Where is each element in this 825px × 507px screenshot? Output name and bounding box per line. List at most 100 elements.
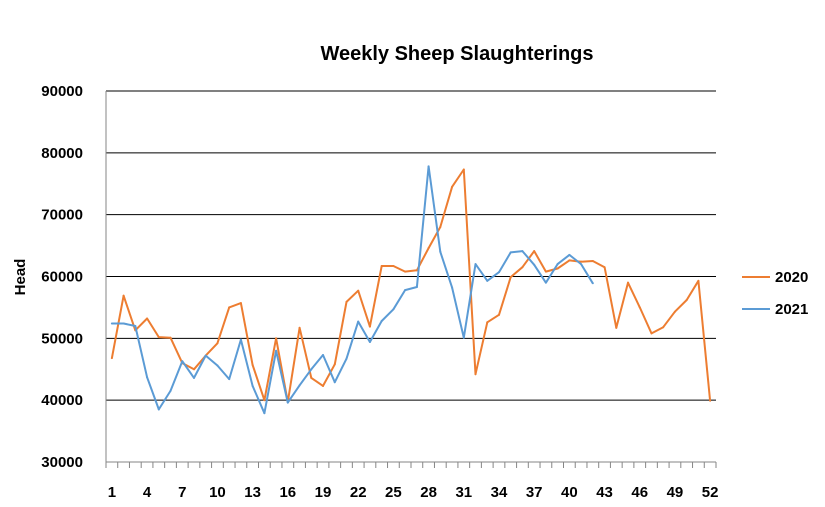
data-point-2020 bbox=[216, 342, 219, 345]
x-tick-label: 52 bbox=[702, 484, 719, 501]
data-point-2021 bbox=[380, 320, 383, 323]
x-tick-label: 31 bbox=[455, 484, 472, 501]
data-point-2020 bbox=[556, 267, 559, 270]
data-point-2020 bbox=[615, 326, 618, 329]
data-point-2020 bbox=[509, 276, 512, 279]
data-point-2021 bbox=[298, 384, 301, 387]
data-point-2020 bbox=[310, 376, 313, 379]
data-point-2020 bbox=[427, 247, 430, 250]
data-point-2020 bbox=[673, 310, 676, 313]
data-point-2020 bbox=[263, 399, 266, 402]
data-point-2021 bbox=[451, 286, 454, 289]
data-point-2021 bbox=[556, 263, 559, 266]
data-point-2020 bbox=[157, 336, 160, 339]
data-point-2020 bbox=[275, 337, 278, 340]
data-point-2021 bbox=[216, 364, 219, 367]
data-point-2020 bbox=[392, 264, 395, 267]
data-point-2021 bbox=[181, 360, 184, 363]
data-point-2021 bbox=[228, 378, 231, 381]
data-point-2020 bbox=[474, 373, 477, 376]
legend-label-2021: 2021 bbox=[775, 301, 808, 318]
data-point-2020 bbox=[497, 313, 500, 316]
data-point-2021 bbox=[310, 368, 313, 371]
x-tick-label: 4 bbox=[143, 484, 152, 501]
y-tick-label: 60000 bbox=[41, 269, 83, 286]
x-tick-label: 28 bbox=[420, 484, 437, 501]
data-point-2021 bbox=[251, 384, 254, 387]
data-point-2021 bbox=[286, 401, 289, 404]
data-point-2020 bbox=[697, 279, 700, 282]
x-tick-label: 19 bbox=[315, 484, 332, 501]
data-point-2020 bbox=[228, 306, 231, 309]
x-tick-label: 10 bbox=[209, 484, 226, 501]
data-point-2021 bbox=[427, 165, 430, 168]
x-tick-label: 43 bbox=[596, 484, 613, 501]
data-point-2021 bbox=[357, 320, 360, 323]
y-axis-label: Head bbox=[12, 259, 29, 296]
y-tick-label: 50000 bbox=[41, 330, 83, 347]
data-point-2020 bbox=[357, 289, 360, 292]
data-point-2020 bbox=[298, 326, 301, 329]
data-point-2020 bbox=[451, 185, 454, 188]
data-point-2020 bbox=[380, 264, 383, 267]
x-tick-label: 22 bbox=[350, 484, 367, 501]
data-point-2020 bbox=[239, 302, 242, 305]
data-point-2021 bbox=[169, 389, 172, 392]
data-point-2020 bbox=[650, 332, 653, 335]
data-point-2020 bbox=[345, 300, 348, 303]
data-point-2020 bbox=[580, 260, 583, 263]
data-point-2020 bbox=[638, 306, 641, 309]
data-point-2021 bbox=[204, 354, 207, 357]
y-tick-label: 30000 bbox=[41, 454, 83, 471]
x-tick-label: 13 bbox=[244, 484, 261, 501]
data-point-2020 bbox=[685, 298, 688, 301]
data-point-2020 bbox=[462, 168, 465, 171]
data-point-2021 bbox=[345, 357, 348, 360]
series-line-2020 bbox=[110, 168, 712, 403]
data-point-2020 bbox=[568, 259, 571, 262]
data-point-2021 bbox=[239, 338, 242, 341]
data-point-2021 bbox=[439, 250, 442, 253]
data-point-2021 bbox=[157, 408, 160, 411]
data-point-2021 bbox=[134, 324, 137, 327]
data-point-2020 bbox=[533, 250, 536, 253]
axes bbox=[105, 91, 717, 468]
data-point-2021 bbox=[580, 263, 583, 266]
data-point-2020 bbox=[110, 357, 113, 360]
data-point-2021 bbox=[544, 281, 547, 284]
y-tick-label: 80000 bbox=[41, 145, 83, 162]
series-line-2021 bbox=[111, 165, 594, 415]
data-point-2021 bbox=[333, 381, 336, 384]
data-point-2021 bbox=[110, 322, 113, 325]
data-point-2021 bbox=[146, 376, 149, 379]
data-point-2020 bbox=[521, 266, 524, 269]
legend-label-2020: 2020 bbox=[775, 269, 808, 286]
data-point-2021 bbox=[263, 412, 266, 415]
y-tick-label: 40000 bbox=[41, 392, 83, 409]
data-point-2021 bbox=[322, 354, 325, 357]
data-point-2021 bbox=[591, 282, 594, 285]
data-point-2021 bbox=[533, 263, 536, 266]
data-point-2020 bbox=[486, 321, 489, 324]
data-point-2020 bbox=[122, 294, 125, 297]
y-tick-labels: 30000 40000 50000 60000 70000 80000 90000 bbox=[41, 83, 83, 471]
data-point-2020 bbox=[368, 325, 371, 328]
series-lines bbox=[110, 165, 712, 415]
data-point-2020 bbox=[544, 270, 547, 273]
x-tick-label: 37 bbox=[526, 484, 543, 501]
x-tick-label: 25 bbox=[385, 484, 402, 501]
data-point-2020 bbox=[192, 368, 195, 371]
data-point-2021 bbox=[404, 289, 407, 292]
data-point-2020 bbox=[251, 363, 254, 366]
data-point-2021 bbox=[462, 336, 465, 339]
data-point-2021 bbox=[122, 322, 125, 325]
x-tick-label: 7 bbox=[178, 484, 186, 501]
data-point-2021 bbox=[275, 349, 278, 352]
data-point-2020 bbox=[662, 326, 665, 329]
data-point-2020 bbox=[415, 269, 418, 272]
x-tick-labels: 1 4 7 10 13 16 19 22 25 28 31 34 37 40 43 46 49 52 bbox=[108, 484, 719, 501]
data-point-2020 bbox=[169, 336, 172, 339]
x-tick-label: 46 bbox=[631, 484, 648, 501]
data-point-2021 bbox=[486, 279, 489, 282]
